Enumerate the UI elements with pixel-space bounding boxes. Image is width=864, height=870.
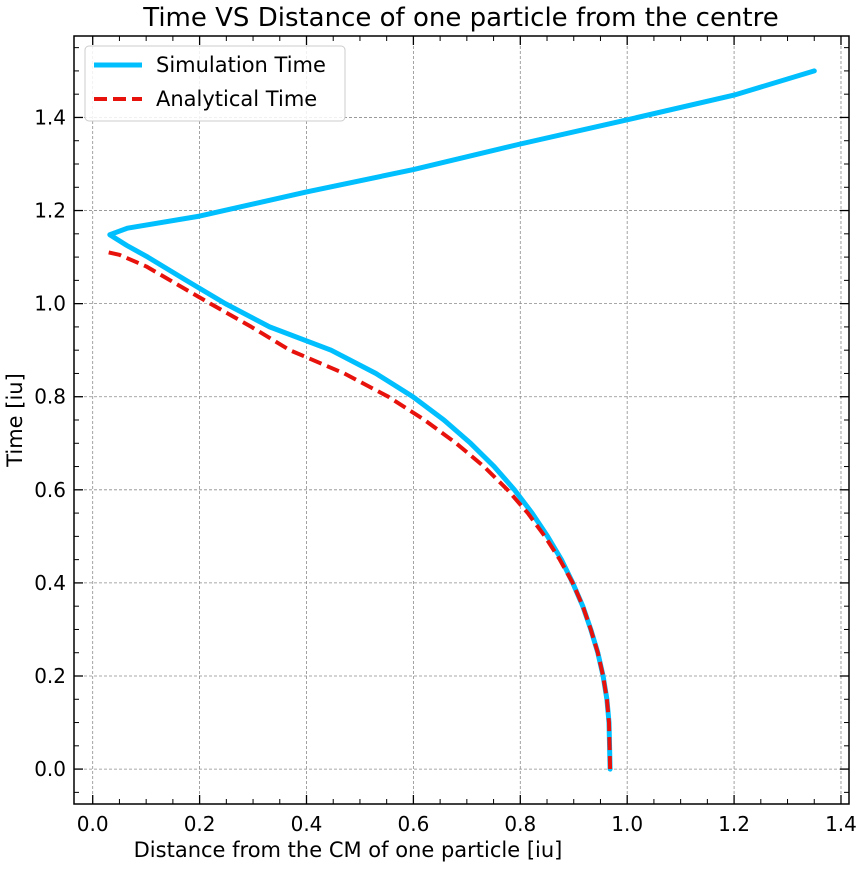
x-tick-label: 0.2 (184, 812, 216, 836)
x-tick-label: 1.2 (718, 812, 750, 836)
y-tick-label: 1.2 (34, 199, 66, 223)
x-axis-label: Distance from the CM of one particle [iu… (134, 838, 563, 862)
grid (74, 36, 849, 804)
series-layer (107, 68, 817, 772)
x-tick-label: 0.8 (504, 812, 536, 836)
y-tick-label: 0.2 (34, 664, 66, 688)
x-tick-label: 0.6 (397, 812, 429, 836)
y-tick-label: 1.0 (34, 292, 66, 316)
x-tick-label: 0.0 (77, 812, 109, 836)
legend-label-simulation: Simulation Time (156, 53, 326, 77)
legend-box (84, 45, 346, 122)
x-tick-label: 1.4 (825, 812, 857, 836)
y-tick-label: 0.0 (34, 757, 66, 781)
y-axis-label: Time [iu] (3, 373, 27, 468)
y-tick-label: 0.6 (34, 478, 66, 502)
chart-title: Time VS Distance of one particle from th… (142, 3, 778, 33)
label-layer: 0.0 0.2 0.4 0.6 0.8 1.0 1.2 1.4 0.0 0.2 0.4 0.6 0.8 1… (34, 105, 857, 836)
y-tick-label: 0.8 (34, 385, 66, 409)
y-tick-label: 0.4 (34, 571, 66, 595)
x-tick-label: 1.0 (611, 812, 643, 836)
legend: Simulation Time Analytical Time (84, 45, 346, 122)
legend-label-analytical: Analytical Time (156, 87, 317, 111)
x-tick-label: 0.4 (291, 812, 323, 836)
y-tick-label: 1.4 (34, 105, 66, 129)
tick-layer (74, 36, 849, 804)
